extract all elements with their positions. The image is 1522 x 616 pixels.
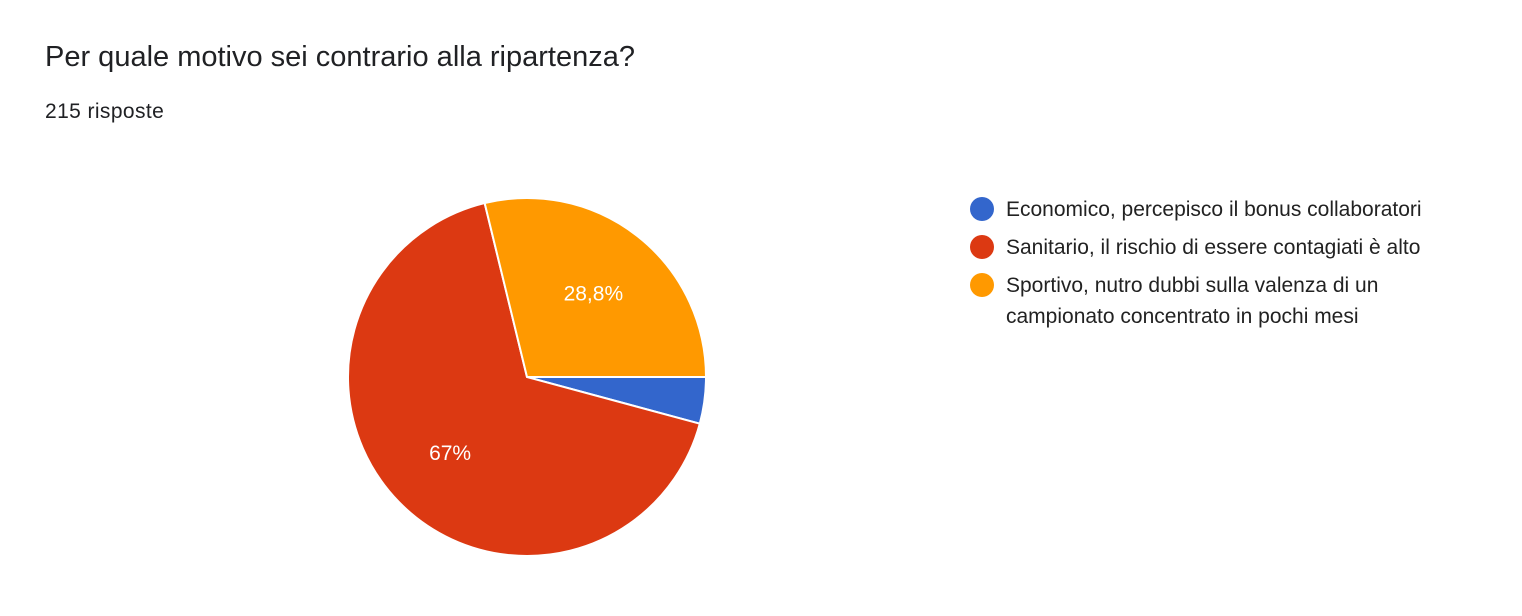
legend-dot-sportivo [970,273,994,297]
pie-slice-sportivo[interactable] [483,197,707,378]
legend-item-sanitario[interactable]: Sanitario, il rischio di essere contagia… [970,232,1470,263]
response-count: 215 risposte [45,100,165,123]
slice-label-sanitario: 67% [429,442,471,465]
slice-label-sportivo: 28,8% [564,283,624,306]
legend-label-economico: Economico, percepisco il bonus collabora… [1006,198,1422,221]
chart-title: Per quale motivo sei contrario alla ripa… [45,41,635,73]
pie-slice-sanitario[interactable] [347,202,701,557]
chart-legend: Economico, percepisco il bonus collabora… [970,194,1470,339]
legend-label-sportivo: Sportivo, nutro dubbi sulla valenza di u… [1006,274,1379,328]
legend-item-sportivo[interactable]: Sportivo, nutro dubbi sulla valenza di u… [970,270,1470,332]
legend-dot-economico [970,197,994,221]
legend-item-economico[interactable]: Economico, percepisco il bonus collabora… [970,194,1470,225]
legend-label-sanitario: Sanitario, il rischio di essere contagia… [1006,236,1421,259]
legend-dot-sanitario [970,235,994,259]
